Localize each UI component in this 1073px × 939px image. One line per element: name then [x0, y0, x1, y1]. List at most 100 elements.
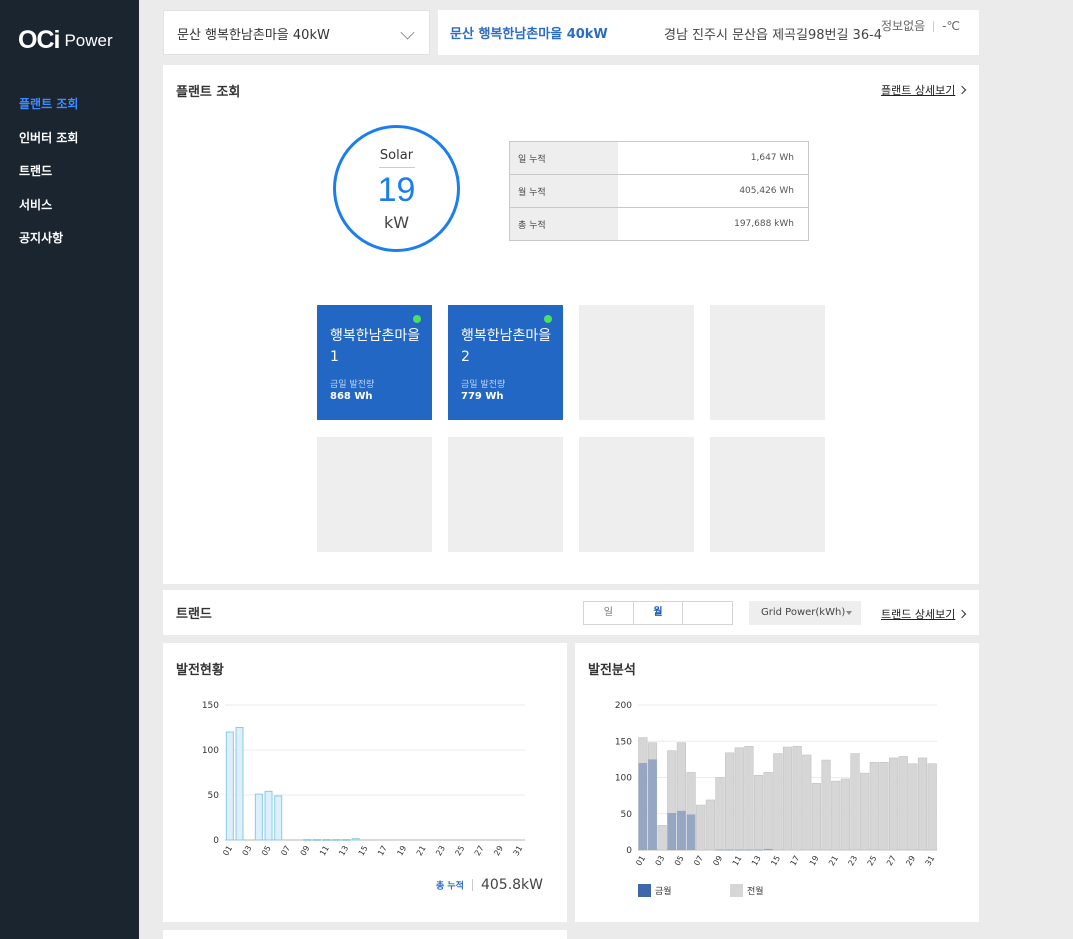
y-tick-label: 100	[202, 746, 219, 756]
x-tick-label: 27	[473, 844, 486, 857]
row-label: 총 누적	[509, 207, 618, 241]
divider	[471, 879, 473, 891]
bar-previous-month	[647, 742, 658, 851]
empty-inverter-tile	[579, 437, 694, 552]
sidebar-item-service[interactable]: 서비스	[19, 197, 53, 212]
x-tick-label: 25	[453, 844, 466, 857]
x-tick-label: 31	[924, 854, 937, 867]
x-tick-label: 19	[808, 854, 821, 867]
x-tick-label: 01	[221, 844, 234, 857]
trend-bar: 트랜드 일 월 Grid Power(kWh) 트랜드 상세보기	[163, 590, 979, 635]
sidebar-item-notice[interactable]: 공지사항	[19, 231, 64, 245]
accumulation-table: 일 누적 1,647 Wh 월 누적 405,426 Wh 총 누적 197,6…	[509, 141, 809, 241]
x-tick-label: 07	[692, 854, 705, 867]
gauge-label: Solar	[379, 148, 414, 163]
bar-previous-month	[638, 737, 648, 851]
bar	[303, 839, 312, 841]
bar-current-month	[648, 759, 657, 850]
bar-current-month	[686, 814, 696, 850]
gauge-value: 19	[377, 171, 416, 209]
oci-power-logo[interactable]: OCi Power	[18, 26, 113, 55]
tab-month[interactable]: 월	[634, 602, 684, 624]
bar	[341, 839, 350, 841]
trend-detail-link[interactable]: 트랜드 상세보기	[881, 606, 967, 622]
x-tick-label: 05	[260, 844, 273, 857]
bar-previous-month	[879, 761, 889, 851]
x-tick-label: 21	[827, 854, 840, 867]
bar-previous-month	[792, 746, 802, 851]
row-label: 월 누적	[509, 174, 618, 208]
sidebar: OCi Power 플랜트 조회 인버터 조회 트랜드 서비스 공지사항	[0, 0, 139, 939]
inverter-name: 행복한남촌마을1	[330, 328, 421, 365]
inverter-sub-label: 금일 발전량	[461, 380, 506, 390]
plant-detail-link[interactable]: 플랜트 상세보기	[881, 82, 967, 98]
status-dot	[413, 315, 421, 323]
bar-current-month	[725, 849, 734, 851]
next-panel	[163, 930, 567, 939]
x-tick-label: 15	[357, 844, 370, 857]
inverter-value: 779 Wh	[461, 391, 504, 402]
bar-previous-month	[753, 775, 764, 851]
legend-swatch-previous-month	[730, 884, 743, 897]
bar-previous-month	[686, 772, 696, 851]
plant-select-value: 문산 행복한남촌마을 40kW	[177, 28, 330, 43]
bar-previous-month	[898, 756, 908, 851]
x-tick-label: 11	[318, 844, 331, 857]
bar-previous-month	[869, 761, 879, 851]
empty-inverter-tile	[579, 305, 694, 420]
inverter-tile-1[interactable]: 행복한남촌마을1 금일 발전량 868 Wh	[317, 305, 432, 420]
bar	[332, 839, 341, 841]
x-tick-label: 27	[885, 854, 898, 867]
generation-analysis-chart: 0 50 100 150 200 01 03 05 07 09 11 13 15 17 19 21 23 25 27…	[615, 701, 937, 897]
bar	[254, 793, 263, 841]
bar-current-month	[744, 849, 754, 851]
empty-inverter-tile	[710, 437, 825, 552]
trend-title: 트랜드	[176, 607, 212, 622]
x-tick-label: 31	[512, 844, 525, 857]
bar-previous-month	[763, 772, 773, 851]
legend-label-previous-month: 전월	[747, 885, 764, 897]
y-tick-label: 100	[615, 774, 632, 784]
bar	[264, 790, 273, 841]
x-tick-label: 01	[634, 854, 647, 867]
y-tick-label: 50	[621, 810, 633, 820]
bar-previous-month	[860, 772, 870, 851]
weather-text: 정보없음	[881, 19, 926, 33]
sidebar-item-plant-view[interactable]: 플랜트 조회	[19, 97, 79, 111]
inverter-name: 행복한남촌마을2	[461, 328, 552, 365]
bar-previous-month	[782, 746, 793, 851]
x-tick-label: 17	[376, 844, 389, 857]
gauge-unit: kW	[383, 213, 410, 232]
bar-previous-month	[725, 752, 735, 851]
trend-detail-link-label: 트랜드 상세보기	[881, 608, 956, 621]
tab-empty[interactable]	[683, 602, 732, 624]
y-tick-label: 200	[615, 701, 632, 711]
status-dot	[544, 315, 552, 323]
bar-current-month	[667, 813, 677, 850]
table-row: 총 누적 197,688 kWh	[509, 207, 809, 241]
row-value: 405,426 Wh	[617, 174, 809, 208]
weather-status: 정보없음 -℃	[881, 17, 960, 34]
chevron-right-icon	[958, 85, 967, 95]
grid-power-select[interactable]: Grid Power(kWh)	[749, 601, 861, 625]
x-tick-label: 09	[299, 844, 312, 857]
chevron-down-icon	[400, 25, 415, 40]
plant-select-dropdown[interactable]: 문산 행복한남촌마을 40kW	[163, 10, 430, 55]
bar-current-month	[734, 849, 744, 851]
x-tick-label: 13	[337, 844, 350, 857]
bar	[235, 727, 244, 841]
x-tick-label: 29	[492, 844, 505, 857]
bar-previous-month	[696, 804, 706, 851]
sidebar-item-inverter-view[interactable]: 인버터 조회	[19, 130, 79, 145]
sidebar-item-trend[interactable]: 트랜드	[19, 164, 53, 178]
inverter-tile-2[interactable]: 행복한남촌마을2 금일 발전량 779 Wh	[448, 305, 563, 420]
bar-previous-month	[908, 763, 918, 851]
x-tick-label: 11	[731, 854, 744, 867]
bar-previous-month	[734, 747, 744, 851]
bar-previous-month	[927, 763, 937, 851]
bar-current-month	[754, 849, 763, 851]
tab-day[interactable]: 일	[584, 602, 634, 624]
generation-status-panel: 발전현황 0 50 100 150 01 03 05 07 09 11 13 15 17 19 21 23 25…	[163, 643, 567, 922]
solar-gauge: Solar 19 kW	[333, 125, 460, 252]
bar-previous-month	[667, 750, 677, 851]
